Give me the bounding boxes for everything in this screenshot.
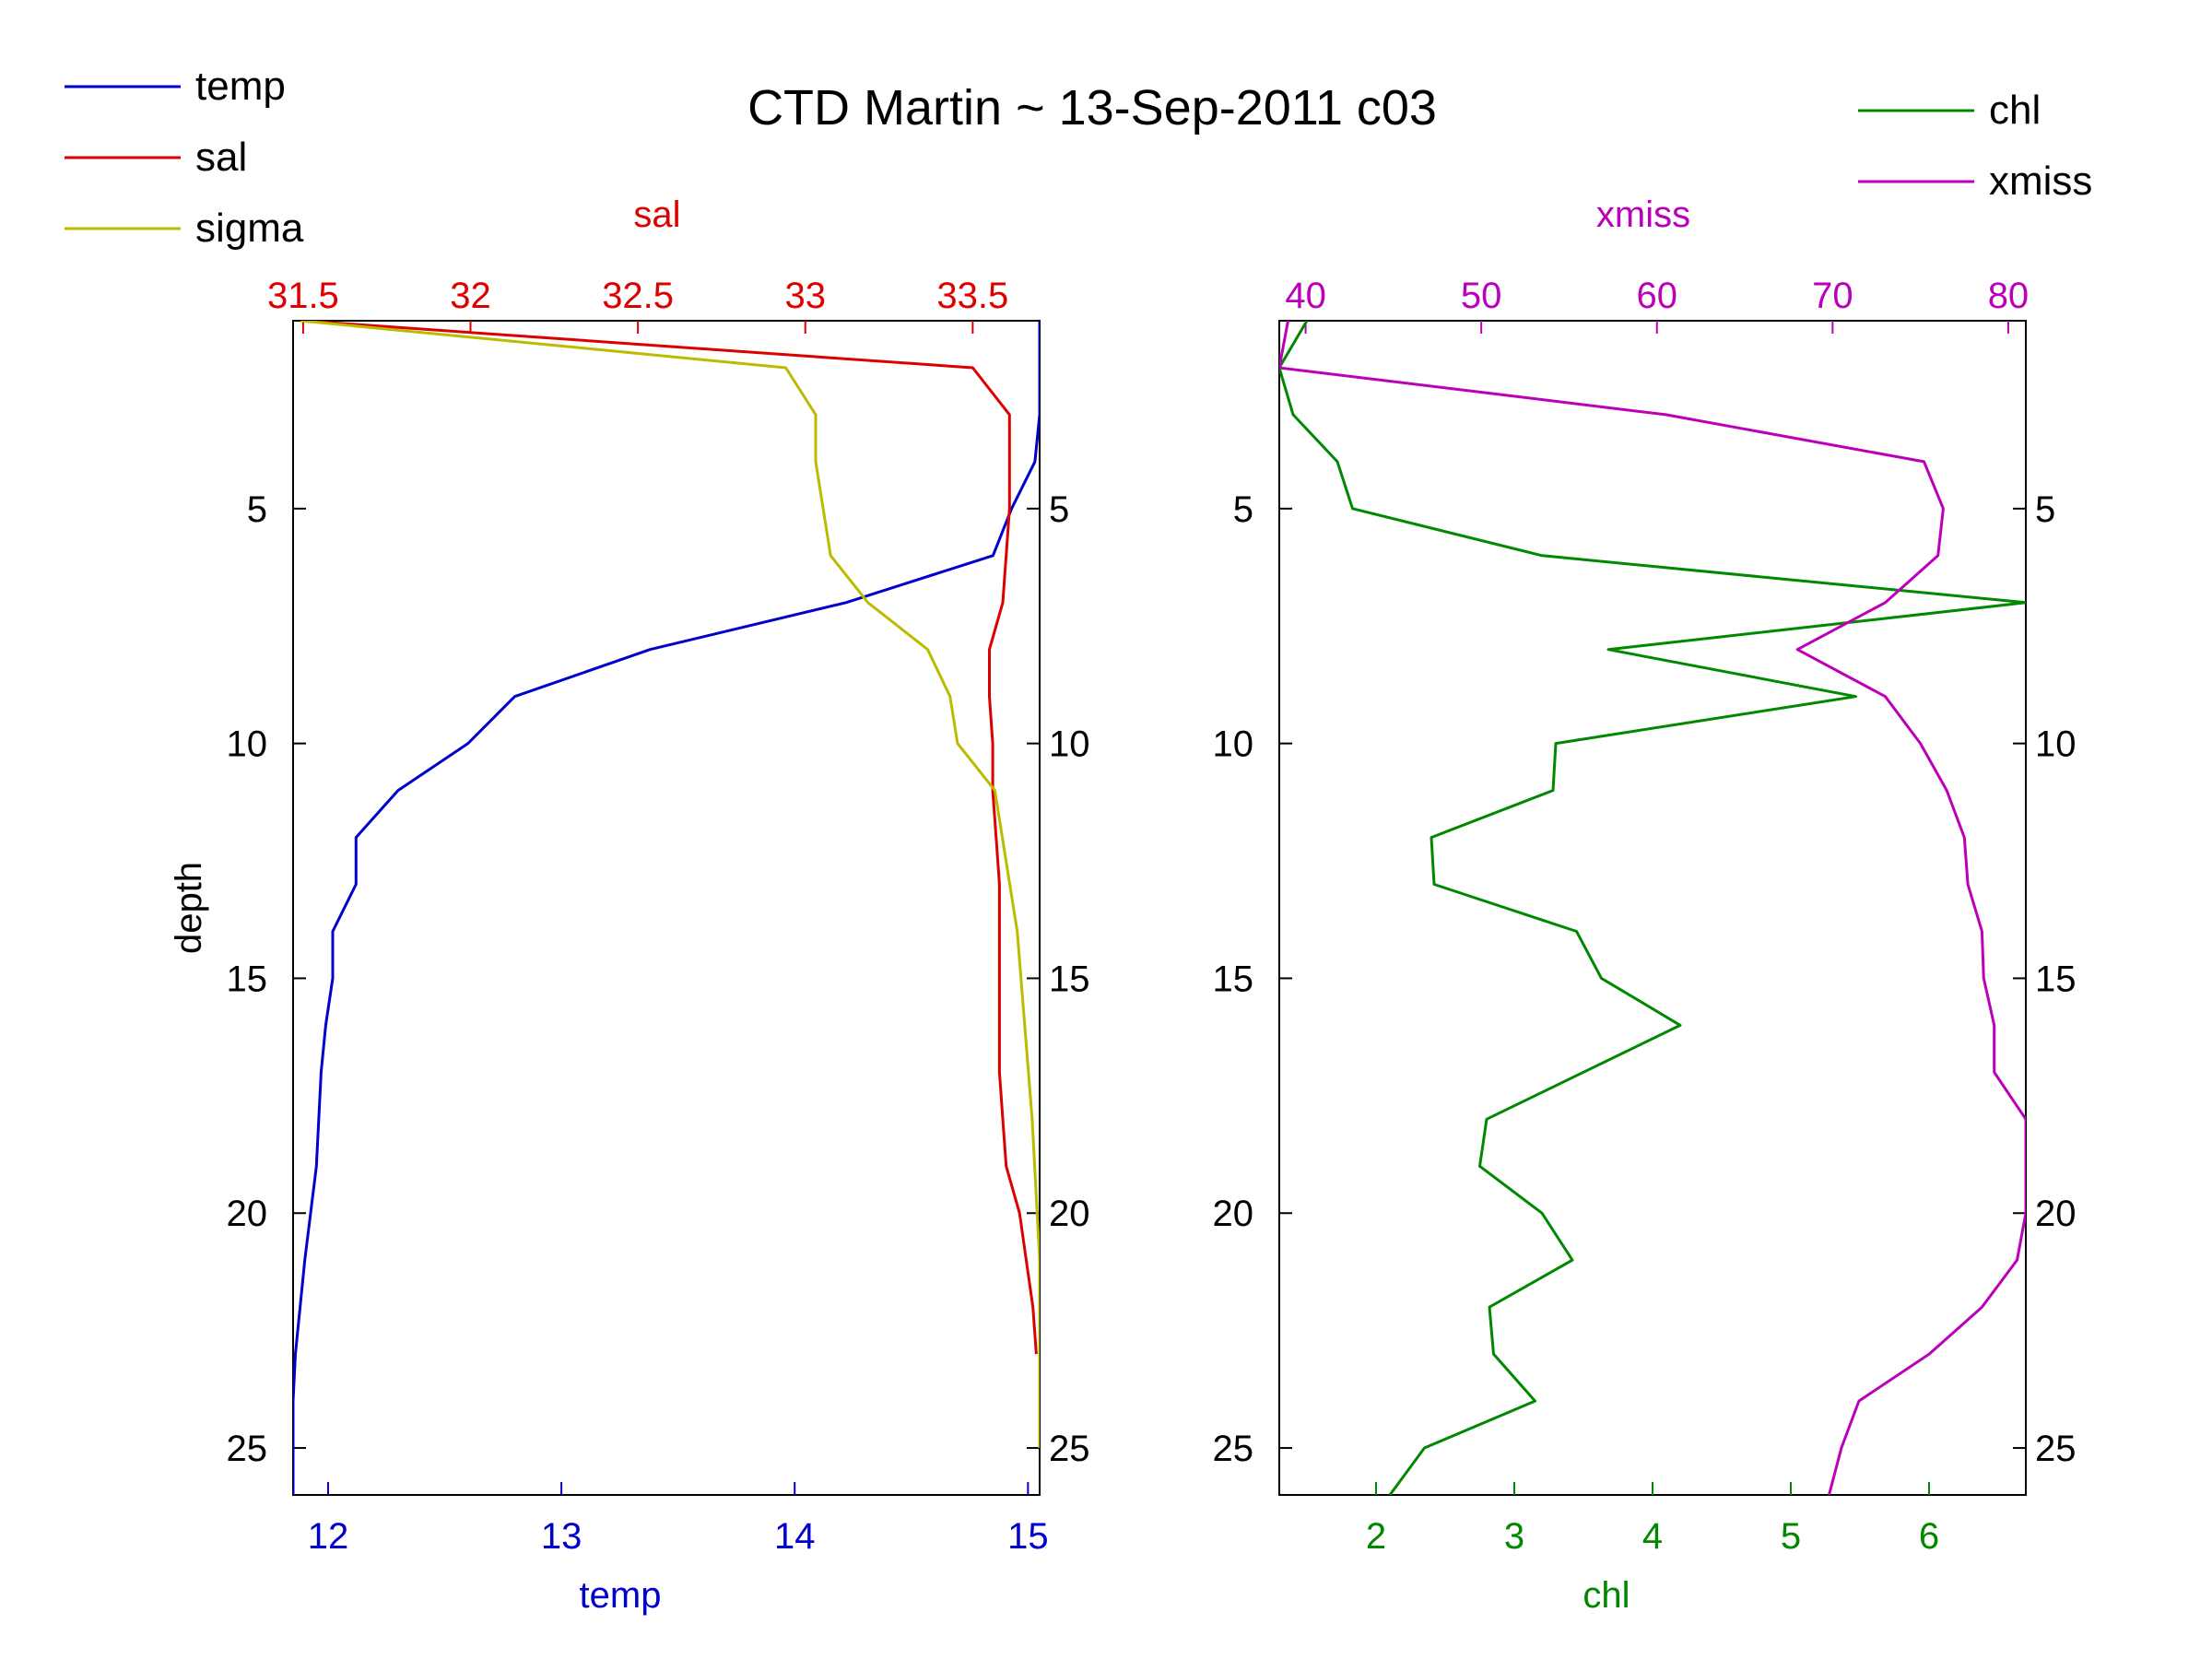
top-axis-tick-label: 33.5 bbox=[936, 276, 1008, 316]
top-axis-tick-label: 32 bbox=[450, 276, 491, 316]
bottom-axis-label: temp bbox=[580, 1575, 662, 1616]
y-tick-label-right: 10 bbox=[2035, 724, 2077, 765]
series-line-chl bbox=[1279, 321, 2026, 1495]
series-line-sigma bbox=[300, 321, 1040, 1448]
series-line-temp bbox=[293, 321, 1040, 1495]
y-tick-label-right: 15 bbox=[1049, 959, 1090, 999]
legend-label-chl: chl bbox=[1989, 88, 2041, 133]
y-tick-label-left: 15 bbox=[227, 959, 268, 999]
y-tick-label-left: 20 bbox=[1213, 1194, 1254, 1234]
bottom-axis-tick-label: 13 bbox=[541, 1516, 582, 1557]
bottom-axis-tick-label: 3 bbox=[1504, 1516, 1524, 1557]
top-axis-tick-label: 60 bbox=[1637, 276, 1678, 316]
top-axis-label: xmiss bbox=[1596, 194, 1690, 235]
series-line-sal bbox=[302, 321, 1038, 1355]
y-tick-label-right: 5 bbox=[2035, 489, 2055, 530]
panel-left-temp-sal-sigma: 12 13 14 15 temp 31.5 32 32.5 33 33.5 sal 5 5 10 10 15 1… bbox=[169, 194, 1090, 1616]
y-tick-label-left: 5 bbox=[1233, 489, 1253, 530]
y-tick-label-right: 5 bbox=[1049, 489, 1069, 530]
y-tick-label-left: 25 bbox=[227, 1429, 268, 1469]
legend-label-sigma: sigma bbox=[195, 206, 304, 251]
bottom-axis-tick-label: 5 bbox=[1781, 1516, 1801, 1557]
y-tick-label-left: 5 bbox=[247, 489, 267, 530]
top-axis-tick-label: 50 bbox=[1461, 276, 1502, 316]
bottom-axis-tick-label: 14 bbox=[774, 1516, 816, 1557]
y-tick-label-left: 15 bbox=[1213, 959, 1254, 999]
top-axis-tick-label: 32.5 bbox=[602, 276, 674, 316]
panel-right-chl-xmiss: 2 3 4 5 6 chl 40 50 60 70 80 xmiss 5 5 10 10 15 15 20 20 25 2… bbox=[1213, 194, 2077, 1616]
top-axis-tick-label: 40 bbox=[1285, 276, 1326, 316]
y-tick-label-right: 25 bbox=[1049, 1429, 1090, 1469]
bottom-axis-tick-label: 4 bbox=[1642, 1516, 1663, 1557]
legend-right: chl xmiss bbox=[1858, 88, 2092, 204]
bottom-axis-tick-label: 6 bbox=[1919, 1516, 1939, 1557]
y-tick-label-right: 10 bbox=[1049, 724, 1090, 765]
bottom-axis-tick-label: 15 bbox=[1007, 1516, 1049, 1557]
y-tick-label-right: 25 bbox=[2035, 1429, 2077, 1469]
bottom-axis-tick-label: 2 bbox=[1366, 1516, 1386, 1557]
legend-left: temp sal sigma bbox=[65, 64, 304, 251]
y-tick-label-left: 10 bbox=[227, 724, 268, 765]
top-axis-label: sal bbox=[633, 194, 680, 235]
top-axis-tick-label: 31.5 bbox=[267, 276, 339, 316]
top-axis-tick-label: 80 bbox=[1988, 276, 2030, 316]
top-axis-tick-label: 33 bbox=[784, 276, 826, 316]
y-tick-label-right: 20 bbox=[1049, 1194, 1090, 1234]
y-tick-label-right: 15 bbox=[2035, 959, 2077, 999]
plot-frame bbox=[292, 320, 1041, 1496]
series-line-xmiss bbox=[1279, 321, 2026, 1495]
y-tick-label-left: 10 bbox=[1213, 724, 1254, 765]
legend-label-xmiss: xmiss bbox=[1989, 159, 2092, 204]
bottom-axis-tick-label: 12 bbox=[308, 1516, 349, 1557]
y-tick-label-left: 25 bbox=[1213, 1429, 1254, 1469]
y-tick-label-left: 20 bbox=[227, 1194, 268, 1234]
legend-label-sal: sal bbox=[195, 135, 247, 180]
figure-title: CTD Martin ~ 13-Sep-2011 c03 bbox=[747, 80, 1437, 135]
legend-label-temp: temp bbox=[195, 64, 286, 109]
top-axis-tick-label: 70 bbox=[1812, 276, 1853, 316]
y-axis-label: depth bbox=[169, 862, 209, 954]
y-tick-label-right: 20 bbox=[2035, 1194, 2077, 1234]
bottom-axis-label: chl bbox=[1583, 1575, 1630, 1616]
